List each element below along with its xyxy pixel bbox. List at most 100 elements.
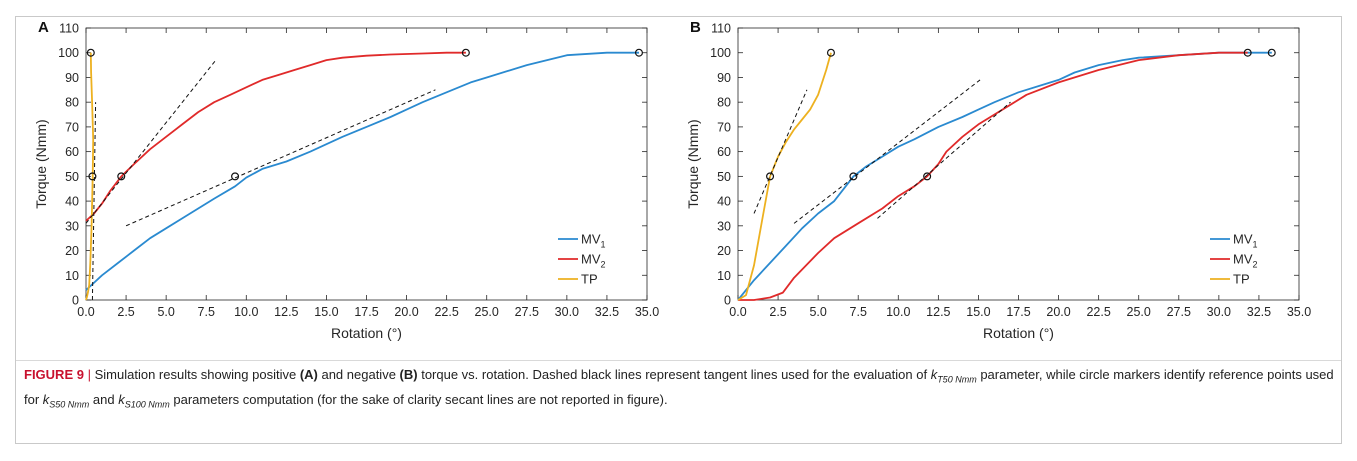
panel-b-tangent-line-1 [753,89,808,214]
panel-a-label: A [38,19,49,36]
panel-b-ytick-label: 60 [717,145,731,159]
panel-a-series-mv1 [85,51,639,291]
caption-ks100-subscript: S100 Nmm [124,399,170,410]
caption-ks100-symbol: k [118,391,125,407]
panel-a-ytick-label: 110 [59,22,79,36]
panel-b-xtick-label: 15.0 [966,305,990,319]
panel-a-ytick-label: 80 [65,96,79,110]
panel-b-xtick-label: 5.0 [809,305,826,319]
caption-panel-a-ref: (A) [299,367,318,382]
panel-a-xtick-label: 20.0 [394,305,418,319]
panel-a-ytick-label: 60 [65,145,79,159]
panel-a-legend-label-mv2: MV2 [581,252,606,270]
caption-text-5: and [89,391,119,407]
panel-a-ytick-label: 30 [65,219,79,233]
panel-a-reference-marker [117,172,126,181]
panel-b-xtick-label: 32.5 [1247,305,1271,319]
caption-text-6: parameters computation (for the sake of … [169,391,668,407]
panel-b-label: B [690,19,701,36]
caption-kt-subscript: T50 Nmm [937,374,977,385]
panel-b-reference-marker [923,172,932,181]
panel-a-ytick-label: 0 [72,294,79,308]
caption-text-3: torque vs. rotation. Dashed black lines … [417,367,931,382]
panel-b-xtick-label: 0.0 [729,305,746,319]
panel-b-ytick-label: 30 [717,219,731,233]
caption-ks50-subscript: S50 Nmm [49,399,90,410]
panel-a-tangent-line-2 [91,102,97,301]
panel-a-xtick-label: 7.5 [198,305,215,319]
panel-a-xtick-label: 10.0 [234,305,258,319]
panel-b-reference-marker [1243,48,1252,57]
panel-b-legend: MV1 MV2 TP [1205,226,1289,292]
panel-b-legend-label-mv1: MV1 [1233,232,1258,250]
panel-a-legend: MV1 MV2 TP [553,226,637,292]
panel-a-reference-marker [88,172,97,181]
panel-b-ytick-label: 50 [717,170,731,184]
panel-a-ytick-label: 10 [65,269,79,283]
caption-ks50-symbol: k [42,391,50,407]
panel-a-series-tp [85,52,95,301]
panel-b-xtick-label: 22.5 [1086,305,1110,319]
panel-a-xtick-label: 25.0 [475,305,499,319]
panel-a-ytick-label: 50 [65,170,79,184]
panel-a-y-axis-title: Torque (Nmm) [33,119,49,208]
panel-b-legend-label-tp: TP [1233,272,1250,287]
caption-text-1: Simulation results showing positive [90,367,300,382]
panel-a-xtick-label: 30.0 [555,305,579,319]
panel-a-tangent-line-3 [125,89,436,227]
panel-b-ytick-label: 80 [717,96,731,110]
caption-divider [16,360,1341,361]
panel-b-xtick-label: 12.5 [926,305,950,319]
panel-b-series-tp [737,52,832,301]
panel-b-ytick-label: 0 [724,294,731,308]
panel-b-tangent-line-3 [877,101,1011,219]
figure-svg: A 0.0 2.5 5.0 7.5 10.0 12.5 15.0 17.5 20.0 22.5 25.… [33,19,1311,341]
panel-b-ytick-label: 40 [717,195,731,209]
panel-b-xtick-label: 35.0 [1287,305,1311,319]
panel-a-legend-label-mv1: MV1 [581,232,606,250]
panel-b-ytick-label: 70 [717,120,731,134]
panel-b-reference-marker [826,48,835,57]
panel-b-ytick-label: 90 [717,71,731,85]
panel-a-reference-marker [461,48,470,57]
panel-b-ytick-label: 110 [711,22,731,36]
panel-a-series-mv2 [85,51,466,222]
caption-kt-symbol: k [930,367,938,382]
panel-a-reference-marker [86,48,95,57]
caption-separator: | [87,367,91,382]
panel-a-xtick-label: 27.5 [515,305,539,319]
panel-a-reference-marker [634,48,643,57]
panel-a-legend-label-tp: TP [581,272,598,287]
panel-b-xtick-label: 30.0 [1207,305,1231,319]
panel-a-ytick-label: 40 [65,195,79,209]
panel-a-xtick-label: 22.5 [434,305,458,319]
panel-b-xtick-label: 2.5 [769,305,786,319]
caption-text-2: and negative [317,367,400,382]
panel-b-xtick-label: 25.0 [1127,305,1151,319]
panel-b-ytick-label: 100 [710,46,731,60]
panel-a-reference-marker [231,172,240,181]
panel-b-tangent-line-2 [793,79,981,224]
panel-b-reference-marker [1267,48,1276,57]
panel-a-xtick-label: 17.5 [354,305,378,319]
panel-a-ytick-label: 70 [65,120,79,134]
panel-b-xtick-label: 7.5 [850,305,867,319]
panel-b-ytick-label: 20 [717,244,731,258]
panel-b-xtick-label: 10.0 [886,305,910,319]
panel-a-xtick-label: 15.0 [314,305,338,319]
panel-a-ytick-label: 90 [65,71,79,85]
panel-a-xtick-label: 32.5 [595,305,619,319]
panel-a-tangent-line-1 [85,59,217,224]
panel-b-series-mv2 [738,51,1248,301]
panel-b-ytick-label: 10 [717,269,731,283]
panel-b-xtick-label: 17.5 [1006,305,1030,319]
panel-b-legend-label-mv2: MV2 [1233,252,1258,270]
panel-a-ytick-label: 20 [65,244,79,258]
panel-b: B 0.0 2.5 5.0 7.5 10.0 12.5 15.0 17.5 20.0 22.5 25.… [685,19,1311,341]
panel-b-x-axis-title: Rotation (°) [983,325,1054,341]
panel-b-y-axis-title: Torque (Nmm) [685,119,701,208]
caption-text-4: parameter, while circle markers identify… [24,367,1334,407]
panel-b-series-mv1 [737,51,1272,301]
panel-a-ytick-label: 100 [58,46,79,60]
figure-label: FIGURE 9 [24,367,84,382]
